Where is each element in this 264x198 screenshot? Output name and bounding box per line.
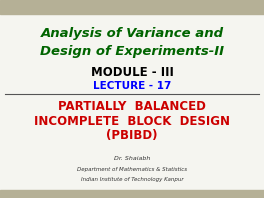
Text: Department of Mathematics & Statistics: Department of Mathematics & Statistics xyxy=(77,167,187,172)
Text: MODULE - III: MODULE - III xyxy=(91,66,173,79)
Bar xyxy=(0,190,264,198)
Text: Analysis of Variance and: Analysis of Variance and xyxy=(40,27,224,40)
Text: Dr. Shaiabh: Dr. Shaiabh xyxy=(114,156,150,161)
Text: (PBIBD): (PBIBD) xyxy=(106,129,158,142)
Bar xyxy=(0,0,264,14)
Text: PARTIALLY  BALANCED: PARTIALLY BALANCED xyxy=(58,100,206,113)
Text: INCOMPLETE  BLOCK  DESIGN: INCOMPLETE BLOCK DESIGN xyxy=(34,115,230,128)
Text: Design of Experiments-II: Design of Experiments-II xyxy=(40,45,224,58)
Text: LECTURE - 17: LECTURE - 17 xyxy=(93,81,171,91)
Text: Indian Institute of Technology Kanpur: Indian Institute of Technology Kanpur xyxy=(81,177,183,182)
